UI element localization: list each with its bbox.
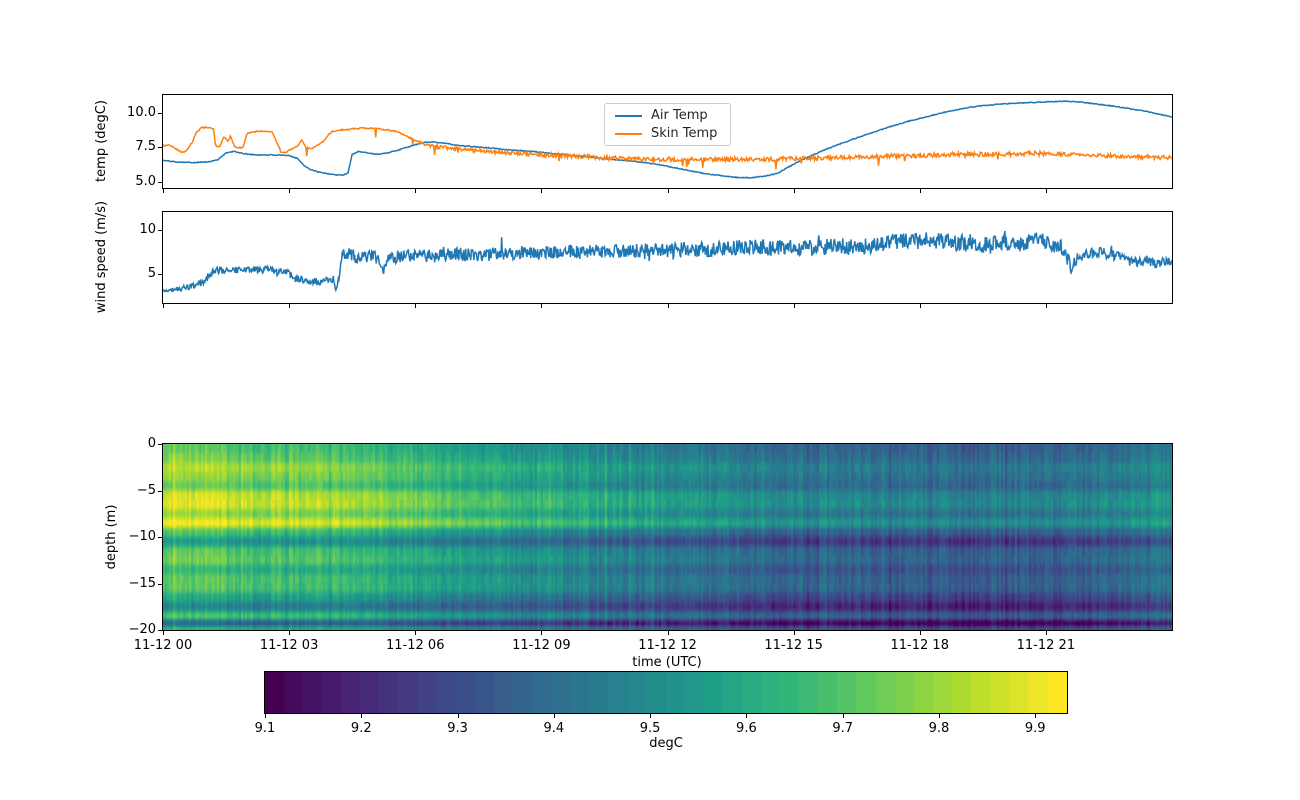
x-tick-mark	[793, 189, 795, 193]
colorbar-tick-label: 9.3	[447, 721, 468, 736]
skin-temp-line	[163, 125, 1172, 170]
y-tick-mark	[158, 583, 162, 585]
x-tick-mark	[667, 189, 669, 193]
y-tick-label: 7.5	[135, 139, 156, 155]
x-tick-mark	[1045, 189, 1047, 193]
legend-label-skin-temp: Skin Temp	[651, 126, 718, 141]
colorbar-tick-mark	[457, 714, 459, 718]
y-tick-label: 5.0	[135, 173, 156, 189]
colorbar-tick-label: 9.7	[832, 721, 853, 736]
y-tick-mark	[158, 230, 162, 232]
x-tick-mark	[1045, 304, 1047, 308]
x-tick-label: 11-12 06	[386, 638, 445, 653]
y-tick-mark	[158, 630, 162, 631]
colorbar-tick-mark	[650, 714, 652, 718]
wind-speed-line	[163, 230, 1172, 293]
x-tick-mark	[415, 304, 417, 308]
colorbar-tick-mark	[842, 714, 844, 718]
x-tick-mark	[289, 189, 291, 193]
air-temp-line	[163, 100, 1172, 179]
x-tick-mark	[163, 631, 164, 635]
x-tick-mark	[667, 304, 669, 308]
colorbar-tick-mark	[1035, 714, 1037, 718]
y-tick-mark	[158, 490, 162, 492]
wind-line-plot	[163, 230, 1172, 293]
y-tick-label: −5	[136, 482, 156, 498]
colorbar	[264, 671, 1068, 714]
heatmap-axes	[162, 443, 1173, 631]
y-tick-label: 5	[147, 265, 156, 281]
colorbar-tick-label: 9.8	[928, 721, 950, 736]
skin-temp-line-swatch	[615, 132, 642, 135]
x-tick-mark	[541, 304, 543, 308]
x-tick-label: 11-12 03	[259, 638, 319, 653]
y-tick-label: −20	[128, 622, 156, 637]
x-tick-mark	[919, 189, 921, 193]
colorbar-tick-label: 9.5	[639, 721, 661, 736]
x-tick-mark	[793, 304, 795, 308]
x-tick-mark	[541, 189, 543, 193]
legend-label-air-temp: Air Temp	[651, 108, 708, 123]
temp-lines-plot	[163, 100, 1172, 179]
x-tick-label: 11-12 18	[890, 638, 949, 653]
y-tick-mark	[158, 444, 162, 445]
x-tick-label: 11-12 00	[133, 638, 193, 653]
colorbar-tick-label: 9.1	[254, 721, 276, 736]
air-temp-line-swatch	[615, 114, 642, 117]
x-tick-mark	[793, 631, 795, 635]
x-tick-mark	[289, 631, 291, 635]
y-tick-mark	[158, 537, 162, 538]
x-tick-mark	[163, 304, 164, 308]
y-tick-mark	[158, 273, 162, 275]
y-tick-mark	[158, 181, 162, 183]
colorbar-gradient	[265, 672, 1067, 713]
x-tick-mark	[667, 631, 669, 635]
x-tick-mark	[919, 631, 921, 635]
x-tick-mark	[415, 189, 417, 193]
y-tick-mark	[158, 112, 162, 114]
y-tick-label: 10	[139, 222, 156, 238]
x-tick-mark	[163, 189, 164, 193]
x-tick-label: 11-12 15	[764, 638, 823, 653]
y-tick-label: 0	[147, 436, 156, 451]
colorbar-tick-mark	[361, 714, 363, 718]
x-tick-label: 11-12 09	[512, 638, 571, 653]
x-tick-label: 11-12 12	[638, 638, 697, 653]
y-tick-label: −10	[128, 529, 156, 544]
legend-entry-air-temp: Air Temp	[605, 108, 730, 123]
x-tick-mark	[289, 304, 291, 308]
x-axis-label: time (UTC)	[632, 655, 702, 670]
colorbar-label: degC	[649, 736, 683, 751]
colorbar-tick-label: 9.2	[350, 721, 372, 736]
legend: Air Temp Skin Temp	[604, 103, 731, 146]
colorbar-tick-mark	[265, 714, 266, 718]
colorbar-tick-label: 9.4	[543, 721, 565, 736]
colorbar-tick-label: 9.9	[1024, 721, 1046, 736]
x-tick-mark	[919, 304, 921, 308]
wind-axes	[162, 211, 1173, 304]
x-tick-mark	[415, 631, 417, 635]
legend-entry-skin-temp: Skin Temp	[605, 126, 730, 141]
x-tick-mark	[1045, 631, 1047, 635]
y-tick-label: −15	[128, 575, 156, 591]
sea-temp-heatmap	[163, 444, 1172, 630]
x-tick-mark	[541, 631, 543, 635]
colorbar-tick-mark	[746, 714, 748, 718]
y-tick-label: 10.0	[127, 104, 156, 120]
y-tick-mark	[158, 147, 162, 149]
colorbar-tick-label: 9.6	[736, 721, 757, 736]
colorbar-tick-mark	[553, 714, 555, 718]
colorbar-tick-mark	[938, 714, 940, 718]
x-tick-label: 11-12 21	[1016, 638, 1076, 653]
